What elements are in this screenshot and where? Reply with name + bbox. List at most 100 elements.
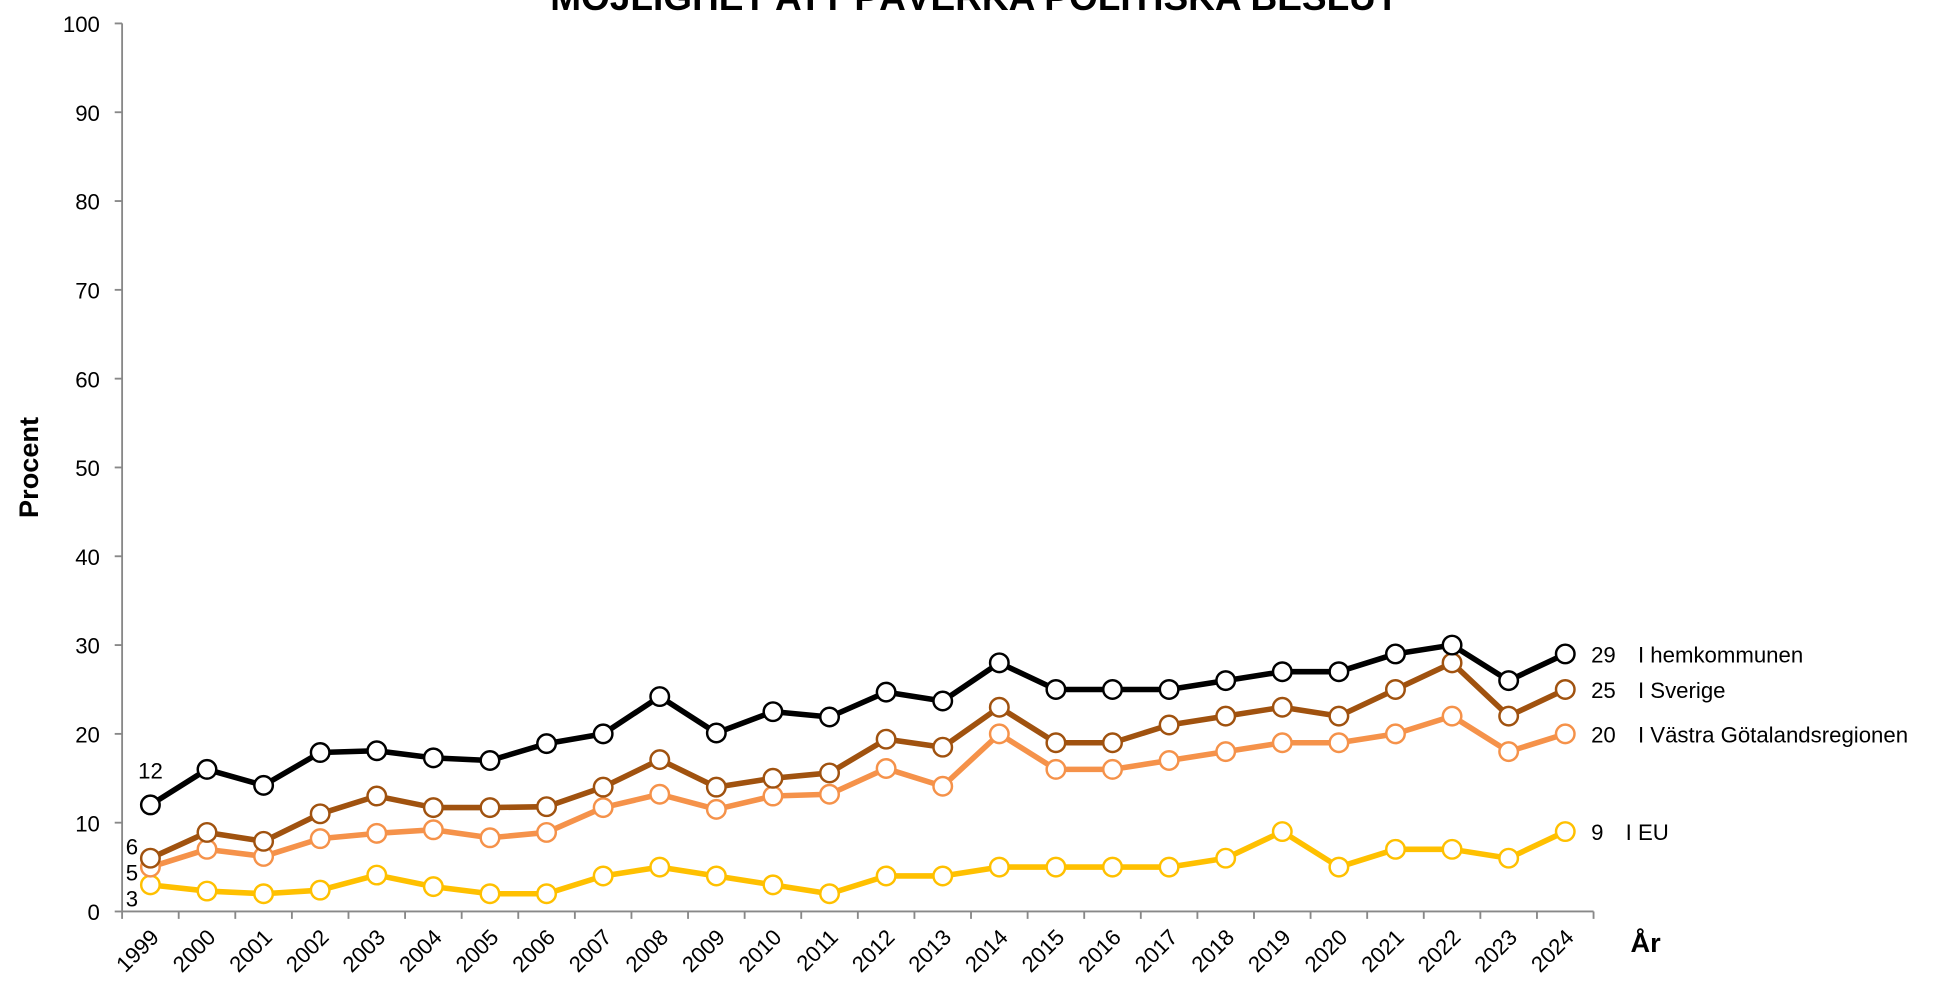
marker [1554, 643, 1576, 665]
x-tick-label: 2023 [1469, 924, 1522, 977]
marker [1441, 705, 1463, 727]
y-tick-label: 50 [75, 456, 100, 481]
y-tick-label: 100 [63, 12, 100, 37]
x-tick-label: 2010 [734, 924, 787, 977]
start-value-label: 3 [126, 887, 138, 912]
y-tick-label: 10 [75, 811, 100, 836]
marker [1328, 732, 1350, 754]
start-value-label: 12 [138, 758, 163, 783]
marker [536, 796, 558, 818]
marker [762, 785, 784, 807]
marker [536, 821, 558, 843]
marker [988, 696, 1010, 718]
marker [1498, 670, 1520, 692]
x-tick-label: 2009 [677, 924, 730, 977]
start-value-label: 5 [126, 861, 138, 886]
marker [819, 762, 841, 784]
x-axis-title: År [1631, 927, 1662, 958]
marker [705, 776, 727, 798]
marker [253, 830, 275, 852]
x-tick-label: 2003 [338, 924, 391, 977]
marker [932, 736, 954, 758]
marker [592, 797, 614, 819]
x-tick-label: 2016 [1073, 924, 1126, 977]
marker [309, 828, 331, 850]
marker [479, 883, 501, 905]
marker [705, 798, 727, 820]
marker [309, 879, 331, 901]
marker [139, 874, 161, 896]
marker [1441, 838, 1463, 860]
marker [875, 728, 897, 750]
marker [253, 774, 275, 796]
marker [1441, 652, 1463, 674]
x-tick-label: 2018 [1187, 924, 1240, 977]
marker [1215, 705, 1237, 727]
marker [479, 750, 501, 771]
marker [1384, 838, 1406, 860]
marker [1215, 847, 1237, 869]
x-tick-label: 2002 [281, 924, 334, 977]
marker [536, 733, 558, 755]
marker [1384, 723, 1406, 745]
marker [422, 876, 444, 898]
end-value-label: 9 [1591, 820, 1603, 845]
marker [1102, 856, 1123, 878]
marker [139, 794, 161, 816]
x-tick-label: 2012 [847, 924, 900, 977]
marker [1271, 821, 1293, 843]
marker [932, 865, 954, 887]
marker [1045, 678, 1067, 700]
marker [1158, 678, 1180, 700]
x-tick-label: 2020 [1300, 924, 1353, 977]
marker [309, 803, 331, 825]
marker [196, 821, 218, 843]
marker [139, 847, 161, 869]
marker [649, 749, 671, 771]
marker [196, 758, 218, 780]
series-label: I Västra Götalandsregionen [1638, 723, 1908, 748]
x-tick-label: 2007 [564, 924, 617, 977]
marker [1554, 723, 1576, 745]
x-tick-label: 2008 [621, 924, 674, 977]
marker [1498, 741, 1520, 763]
x-tick-label: 2006 [507, 924, 560, 977]
marker [1215, 670, 1237, 692]
marker [819, 706, 841, 728]
marker [762, 767, 784, 789]
marker [932, 775, 954, 797]
marker [253, 883, 275, 905]
x-tick-label: 1999 [111, 924, 164, 977]
marker [705, 865, 727, 887]
x-tick-label: 2021 [1356, 924, 1409, 977]
marker [592, 865, 614, 887]
y-tick-label: 70 [75, 278, 100, 303]
marker [422, 747, 444, 769]
marker [1215, 741, 1237, 763]
y-tick-label: 0 [88, 900, 100, 925]
series-line [150, 828, 1567, 897]
y-axis-title: Procent [13, 417, 44, 518]
marker [592, 776, 614, 798]
x-tick-label: 2019 [1243, 924, 1296, 977]
marker [1498, 705, 1520, 727]
x-tick-label: 2005 [451, 924, 504, 977]
marker [1271, 732, 1293, 754]
end-value-label: 20 [1591, 723, 1616, 748]
y-tick-label: 30 [75, 634, 100, 659]
series-line [149, 660, 1567, 861]
end-value-label: 29 [1591, 643, 1616, 668]
x-tick-label: 2024 [1526, 924, 1579, 977]
marker [875, 758, 897, 779]
x-tick-label: 2004 [394, 924, 447, 977]
marker [762, 701, 784, 723]
marker [366, 785, 388, 807]
marker [1328, 661, 1350, 683]
marker [1441, 634, 1463, 656]
chart-title: MÖJLIGHET ATT PÅVERKA POLITISKA BESLUT [550, 0, 1399, 18]
marker [762, 874, 784, 896]
marker [819, 783, 841, 805]
marker [1384, 678, 1406, 700]
marker [932, 690, 954, 712]
